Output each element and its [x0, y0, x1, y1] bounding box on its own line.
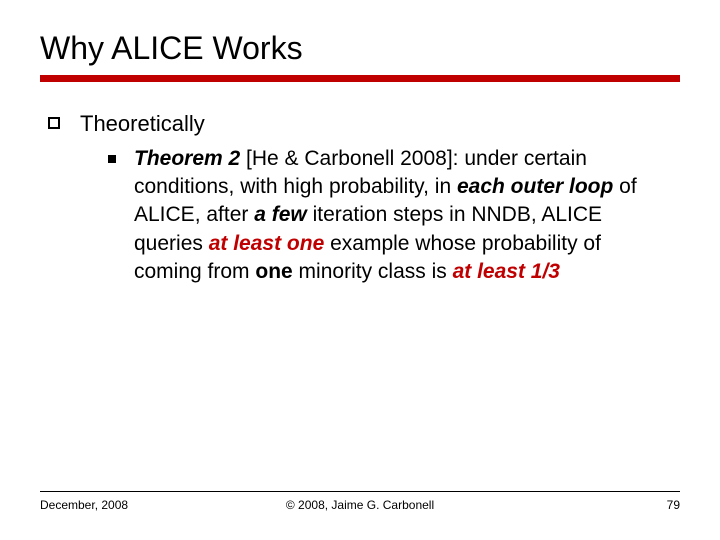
- footer: December, 2008 © 2008, Jaime G. Carbonel…: [40, 491, 680, 512]
- slide: Why ALICE Works Theoretically Theorem 2 …: [0, 0, 720, 540]
- content-area: Theoretically Theorem 2 [He & Carbonell …: [40, 110, 680, 286]
- bullet-solid-square-icon: [108, 155, 116, 163]
- text-run: minority class is: [293, 260, 453, 283]
- list-item: Theoretically: [48, 110, 680, 139]
- emph-outer-loop: each outer loop: [457, 175, 613, 198]
- level2-text: Theorem 2 [He & Carbonell 2008]: under c…: [134, 145, 674, 287]
- slide-title: Why ALICE Works: [40, 30, 680, 67]
- bullet-open-square-icon: [48, 117, 60, 129]
- footer-date: December, 2008: [40, 498, 128, 512]
- theorem-label: Theorem 2: [134, 147, 240, 170]
- emph-at-least-one: at least one: [209, 232, 325, 255]
- footer-copyright: © 2008, Jaime G. Carbonell: [286, 498, 434, 512]
- level1-text: Theoretically: [80, 110, 205, 139]
- list-item: Theorem 2 [He & Carbonell 2008]: under c…: [48, 145, 680, 287]
- emph-at-least-1-3: at least 1/3: [453, 260, 560, 283]
- emph-one: one: [255, 260, 292, 283]
- page-number: 79: [667, 498, 680, 512]
- emph-a-few: a few: [254, 203, 307, 226]
- title-rule: [40, 75, 680, 82]
